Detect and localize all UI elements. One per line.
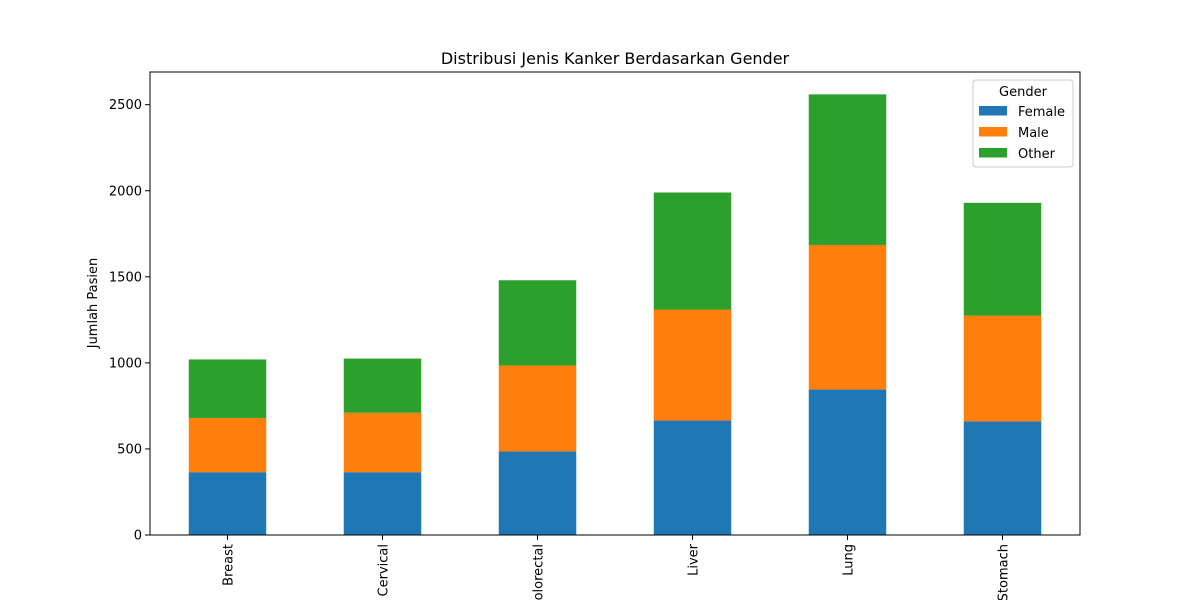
x-tick-label-liver: Liver (687, 543, 702, 576)
bar-lung-male (808, 244, 887, 390)
legend-swatch-male (979, 127, 1007, 137)
x-axis: Breast Cervical Colorectal Liver Lung Stomach (222, 535, 1012, 600)
bar-liver-other (653, 192, 732, 310)
legend-label-other: Other (1018, 147, 1056, 162)
bar-colorectal-male (498, 365, 577, 452)
bar-breast-male (188, 417, 267, 473)
bar-breast-female (188, 472, 267, 535)
legend-title: Gender (999, 85, 1048, 100)
legend: Gender Female Male Other (972, 79, 1074, 168)
bar-cervical-male (343, 412, 422, 473)
plot-area-frame (149, 71, 1081, 536)
y-tick-label: 2500 (109, 98, 142, 113)
y-axis: 0 500 1000 1500 2000 2500 (109, 98, 150, 544)
legend-label-female: Female (1018, 105, 1065, 120)
x-tick-label-lung: Lung (842, 544, 857, 576)
bar-colorectal-female (498, 451, 577, 535)
y-tick-label: 1500 (109, 270, 142, 285)
bar-stomach-female (963, 421, 1042, 535)
legend-swatch-female (979, 106, 1007, 116)
bar-liver-female (653, 420, 732, 535)
bar-liver-male (653, 309, 732, 421)
bar-breast-other (188, 359, 267, 418)
bar-stomach-male (963, 315, 1042, 422)
x-tick-label-stomach: Stomach (997, 544, 1012, 600)
bar-cervical-female (343, 472, 422, 535)
y-tick-label: 500 (117, 442, 142, 457)
bar-cervical-other (343, 358, 422, 413)
y-tick-label: 1000 (109, 356, 142, 371)
legend-swatch-other (979, 148, 1007, 158)
bar-stomach-other (963, 202, 1042, 316)
bar-colorectal-other (498, 280, 577, 366)
bars-group (188, 94, 1042, 535)
x-tick-label-cervical: Cervical (377, 544, 392, 596)
y-tick-label: 2000 (109, 184, 142, 199)
bar-lung-other (808, 94, 887, 245)
legend-label-male: Male (1018, 126, 1049, 141)
x-tick-label-colorectal: Colorectal (532, 544, 547, 600)
bar-lung-female (808, 389, 887, 535)
legend-box (972, 79, 1074, 168)
chart-title: Distribusi Jenis Kanker Berdasarkan Gend… (441, 49, 790, 68)
y-tick-label: 0 (134, 529, 142, 544)
y-axis-label: Jumlah Pasien (86, 258, 101, 350)
x-tick-label-breast: Breast (222, 544, 237, 586)
